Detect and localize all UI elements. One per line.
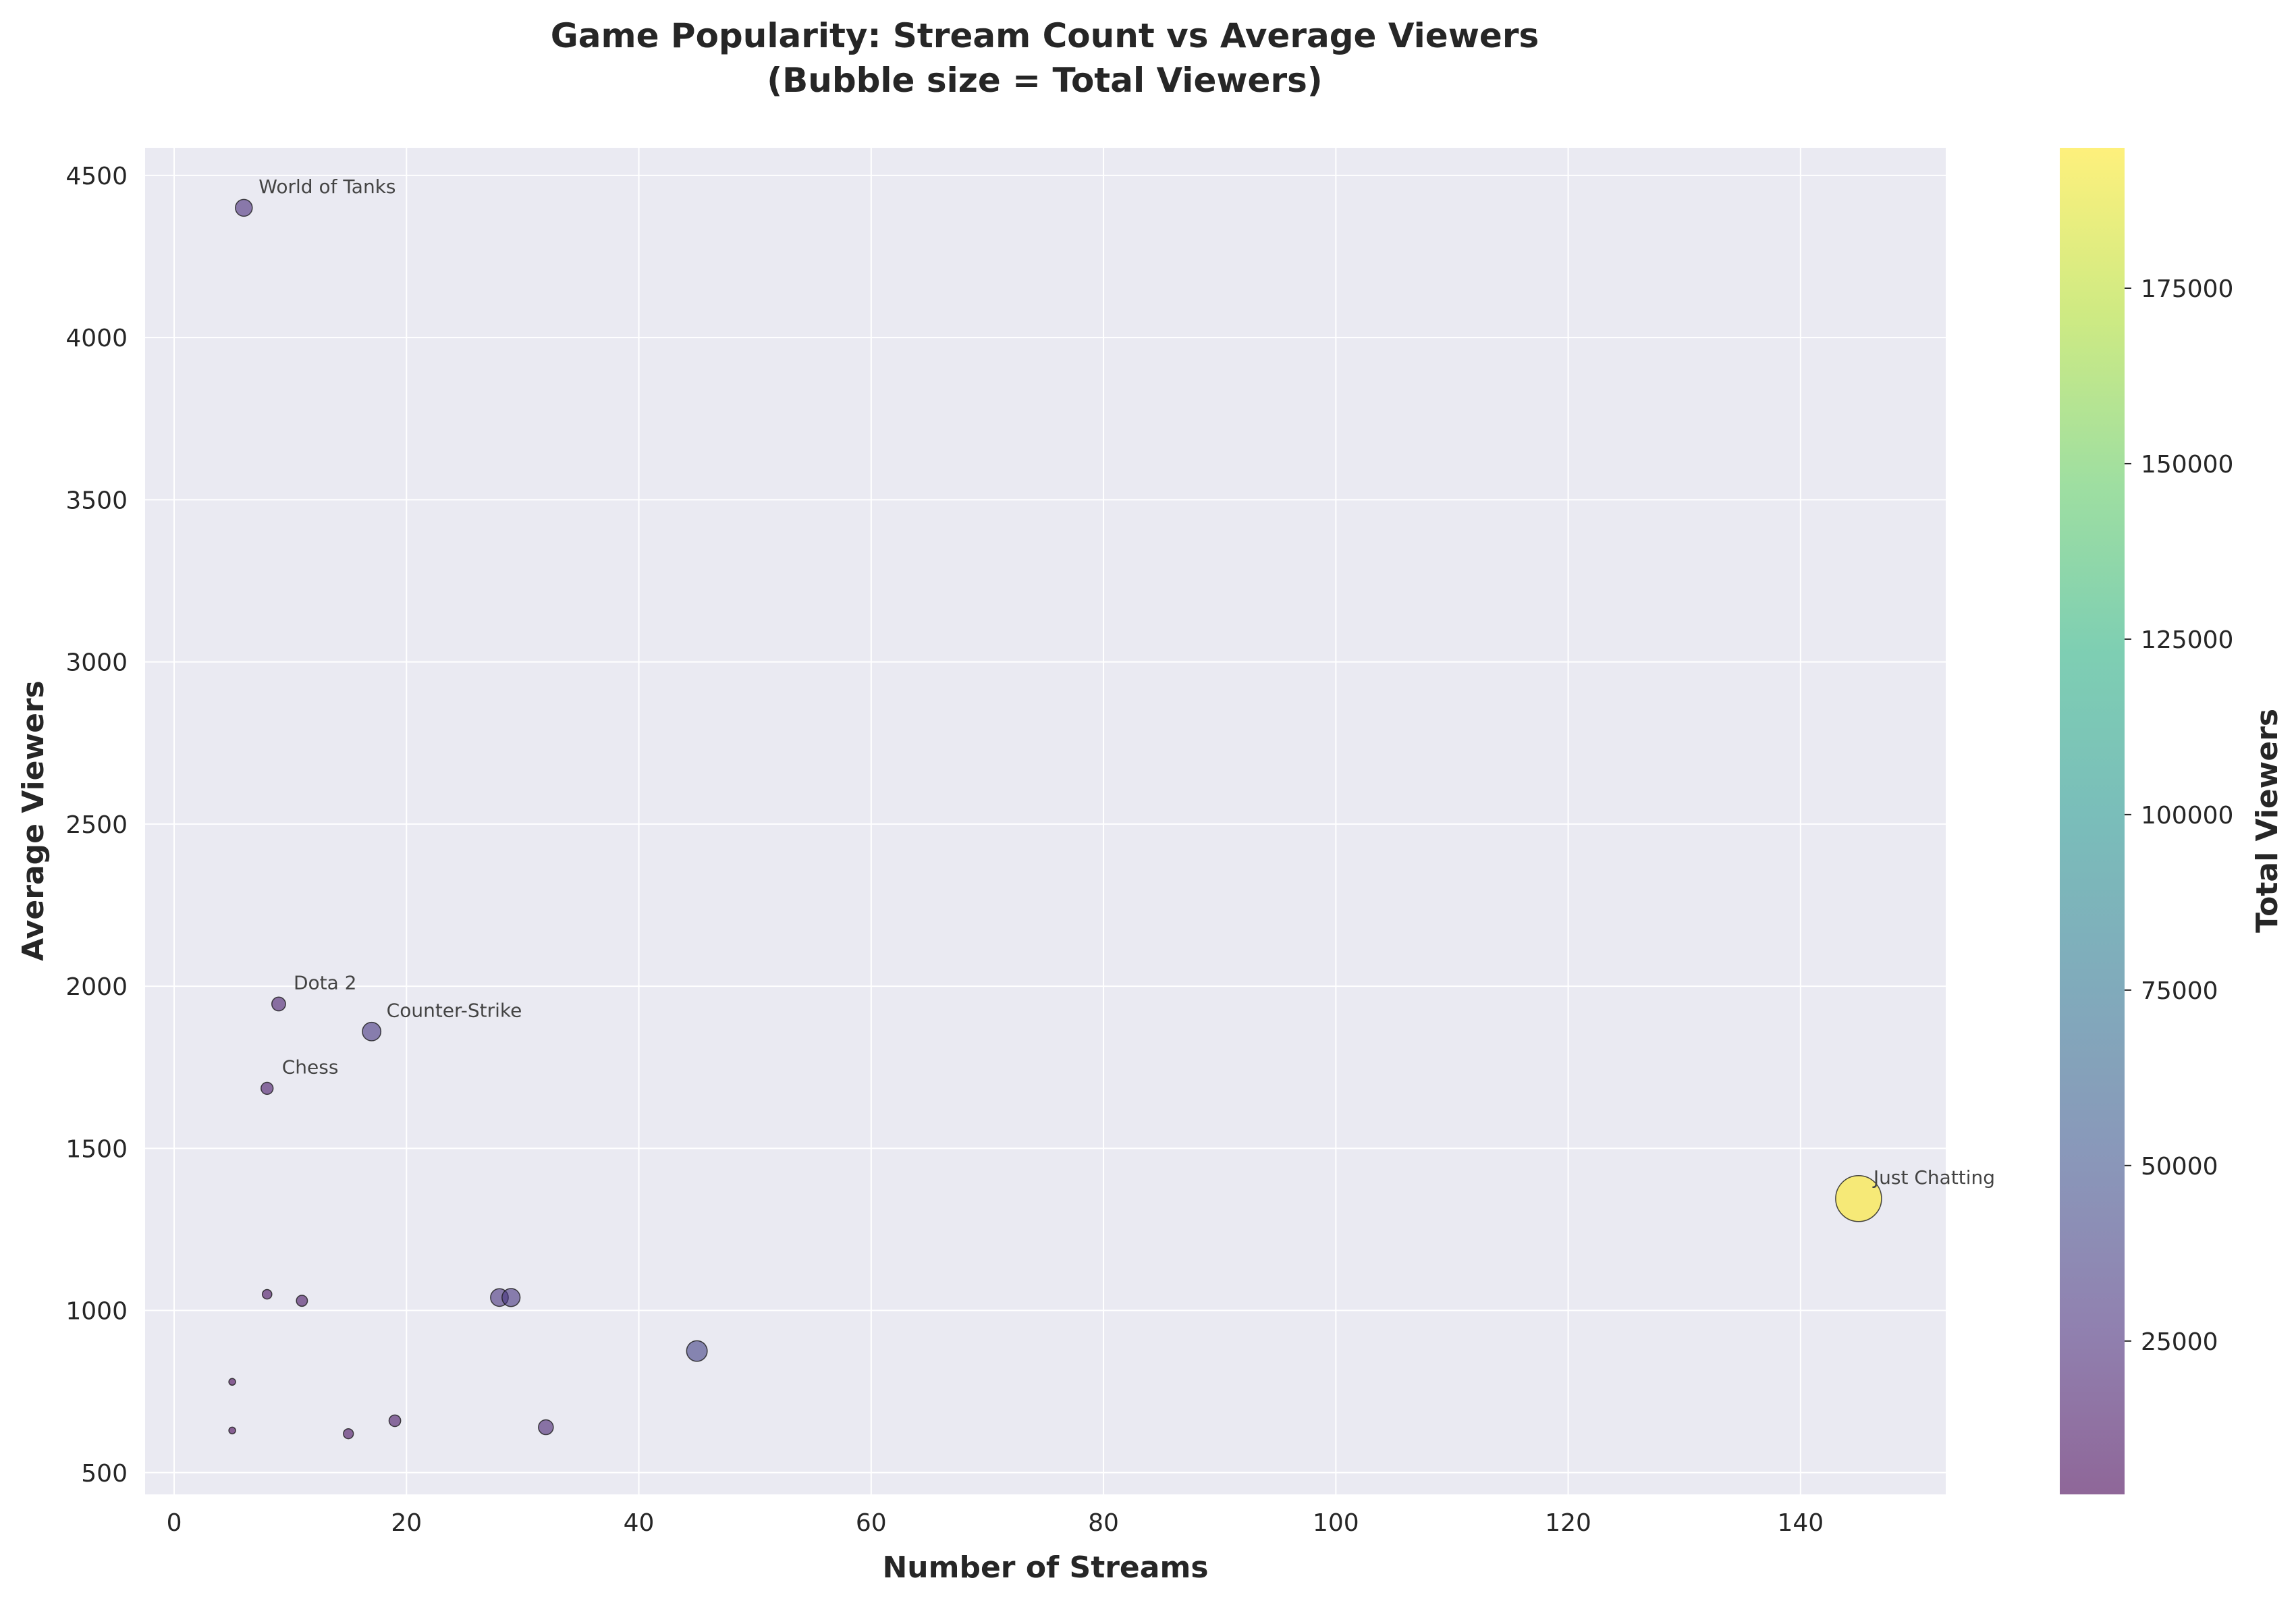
chart-title-line2: (Bubble size = Total Viewers) [767, 61, 1322, 100]
bubble-point [501, 1288, 521, 1307]
y-tick-label: 1500 [65, 1135, 128, 1163]
point-annotation: Counter-Strike [387, 999, 522, 1021]
x-axis-label: Number of Streams [882, 1550, 1208, 1585]
bubble-point [235, 198, 253, 217]
colorbar-tick-label: 100000 [2141, 802, 2233, 830]
bubble-point [343, 1428, 354, 1440]
bubble-point [388, 1414, 402, 1428]
x-tick-label: 20 [391, 1509, 422, 1537]
x-tick-label: 80 [1088, 1509, 1119, 1537]
y-tick-label: 3000 [65, 649, 128, 677]
colorbar-tick-label: 175000 [2141, 275, 2233, 303]
y-tick-label: 500 [81, 1460, 128, 1488]
colorbar-tick-label: 50000 [2141, 1153, 2218, 1181]
x-tick-label: 40 [624, 1509, 655, 1537]
bubble-point [261, 1081, 274, 1095]
y-tick-label: 1000 [65, 1298, 128, 1326]
x-tick-label: 100 [1313, 1509, 1359, 1537]
annotations: World of Tanks Dota 2 Counter-Strike Chess J… [258, 175, 1995, 1189]
colorbar-ticks: 25000 50000 75000 100000 125000 150000 175000 [2125, 275, 2233, 1356]
y-tick-label: 2500 [65, 811, 128, 839]
y-tick-label: 4000 [65, 325, 128, 352]
bubble-point [362, 1021, 382, 1041]
point-annotation: Dota 2 [294, 971, 357, 994]
plot-area [145, 148, 1946, 1494]
x-tick-label: 60 [856, 1509, 887, 1537]
bubble-point [1835, 1175, 1882, 1222]
x-tick-label: 0 [167, 1509, 182, 1537]
bubble-point [261, 1289, 273, 1300]
chart-title-line1: Game Popularity: Stream Count vs Average… [551, 16, 1539, 55]
colorbar-label: Total Viewers [2250, 709, 2285, 933]
colorbar-tick-label: 125000 [2141, 626, 2233, 654]
y-axis-ticks: 500 1000 1500 2000 2500 3000 3500 4000 4500 [65, 163, 128, 1488]
bubbles [228, 198, 1882, 1440]
bubble-point [228, 1426, 236, 1435]
colorbar [2060, 148, 2125, 1494]
colorbar-tick-label: 25000 [2141, 1328, 2218, 1356]
bubble-point [538, 1419, 554, 1436]
x-axis-ticks: 0 20 40 60 80 100 120 140 [167, 1509, 1824, 1537]
point-annotation: World of Tanks [258, 175, 395, 198]
bubble-point [296, 1295, 308, 1307]
bubble-point [271, 996, 286, 1012]
y-tick-label: 2000 [65, 973, 128, 1001]
point-annotation: Chess [282, 1056, 339, 1078]
x-tick-label: 140 [1777, 1509, 1824, 1537]
bubble-point [686, 1340, 708, 1362]
bubble-point [228, 1378, 236, 1386]
y-tick-label: 4500 [65, 163, 128, 190]
y-tick-label: 3500 [65, 487, 128, 514]
colorbar-tick-label: 75000 [2141, 977, 2218, 1005]
y-axis-label: Average Viewers [16, 680, 51, 961]
colorbar-tick-label: 150000 [2141, 451, 2233, 479]
x-tick-label: 120 [1545, 1509, 1591, 1537]
grid-lines [145, 148, 1946, 1494]
point-annotation: Just Chatting [1872, 1166, 1995, 1189]
